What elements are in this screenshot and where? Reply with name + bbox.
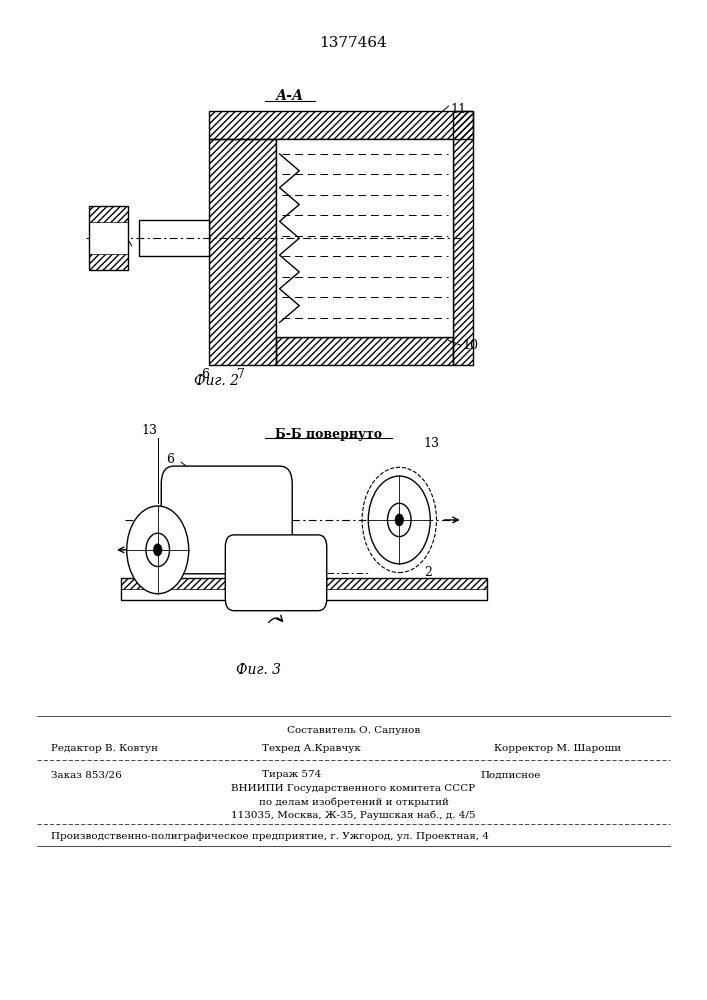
Text: 10: 10 xyxy=(462,339,479,352)
Text: 13: 13 xyxy=(424,437,440,450)
Text: Заказ 853/26: Заказ 853/26 xyxy=(51,770,122,779)
Circle shape xyxy=(127,506,189,594)
Text: А-А: А-А xyxy=(276,89,304,103)
Bar xyxy=(276,139,453,337)
Bar xyxy=(89,206,128,270)
Text: 6: 6 xyxy=(166,453,175,466)
Circle shape xyxy=(146,533,170,567)
Bar xyxy=(89,254,128,270)
Text: ВНИИПИ Государственного комитета СССР: ВНИИПИ Государственного комитета СССР xyxy=(231,784,476,793)
Text: 1377464: 1377464 xyxy=(320,36,387,50)
Text: по делам изобретений и открытий: по делам изобретений и открытий xyxy=(259,797,448,807)
Bar xyxy=(209,111,473,139)
Text: 7: 7 xyxy=(237,368,245,381)
Text: 13: 13 xyxy=(103,219,119,232)
FancyBboxPatch shape xyxy=(161,466,292,574)
Bar xyxy=(89,206,128,222)
Circle shape xyxy=(153,544,162,556)
Bar xyxy=(276,337,453,365)
Circle shape xyxy=(395,514,404,526)
Text: 113035, Москва, Ж-35, Раушская наб., д. 4/5: 113035, Москва, Ж-35, Раушская наб., д. … xyxy=(231,810,476,820)
Text: Корректор М. Шароши: Корректор М. Шароши xyxy=(494,744,621,753)
FancyBboxPatch shape xyxy=(226,535,327,611)
Text: Тираж 574: Тираж 574 xyxy=(262,770,321,779)
Text: Редактор В. Ковтун: Редактор В. Ковтун xyxy=(51,744,158,753)
Text: 2: 2 xyxy=(424,566,432,579)
Text: Подписное: Подписное xyxy=(480,770,541,779)
Circle shape xyxy=(387,503,411,537)
Text: Составитель О. Сапунов: Составитель О. Сапунов xyxy=(287,726,420,735)
Bar xyxy=(209,139,276,365)
Text: Фиг. 3: Фиг. 3 xyxy=(236,663,281,677)
Bar xyxy=(121,578,487,600)
Text: 6: 6 xyxy=(201,368,209,381)
Circle shape xyxy=(368,476,431,564)
Bar xyxy=(139,220,209,256)
Text: Б-Б повернуто: Б-Б повернуто xyxy=(275,428,382,441)
Text: Фиг. 2: Фиг. 2 xyxy=(194,374,239,388)
Bar xyxy=(453,111,473,365)
Bar xyxy=(121,578,487,589)
Text: Техред А.Кравчук: Техред А.Кравчук xyxy=(262,744,361,753)
Text: Производственно-полиграфическое предприятие, г. Ужгород, ул. Проектная, 4: Производственно-полиграфическое предприя… xyxy=(51,832,489,841)
Text: 13: 13 xyxy=(141,424,157,437)
Text: 11: 11 xyxy=(450,103,467,116)
